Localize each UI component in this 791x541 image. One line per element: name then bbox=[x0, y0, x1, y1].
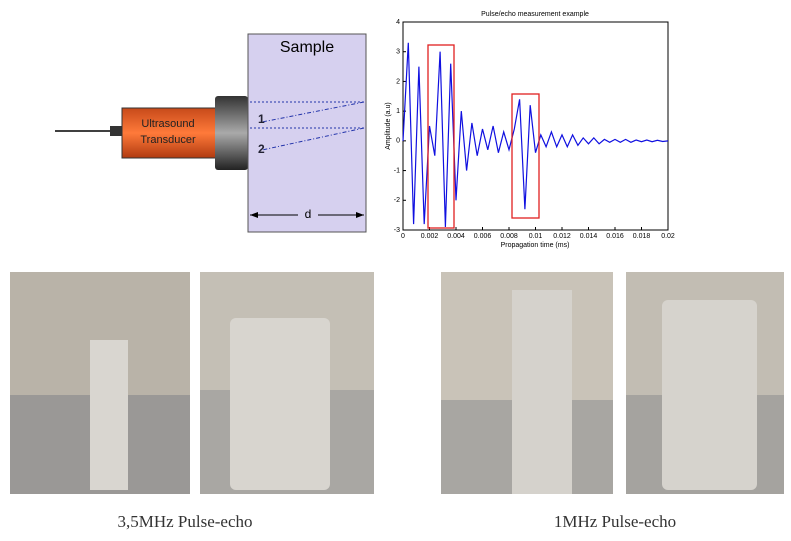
x-tick-label: 0.01 bbox=[529, 233, 543, 240]
diagram: Sample Ultrasound Transducer 1 2 d bbox=[55, 33, 367, 233]
transducer bbox=[121, 107, 218, 159]
photo-specimen bbox=[90, 340, 128, 490]
y-tick-label: 0 bbox=[396, 138, 400, 145]
y-tick-label: -2 bbox=[394, 197, 400, 204]
x-tick-label: 0.012 bbox=[553, 233, 571, 240]
x-tick-label: 0.004 bbox=[447, 233, 465, 240]
echo-path bbox=[261, 101, 365, 123]
echo-label: 2 bbox=[258, 142, 265, 156]
highlight-box bbox=[511, 93, 540, 219]
chart-title: Pulse/echo measurement example bbox=[481, 11, 589, 18]
x-tick-label: 0.018 bbox=[633, 233, 651, 240]
y-tick-label: 3 bbox=[396, 49, 400, 56]
photos bbox=[10, 272, 784, 494]
x-tick-label: 0.014 bbox=[580, 233, 598, 240]
y-tick-label: 1 bbox=[396, 108, 400, 115]
x-tick-label: 0.008 bbox=[500, 233, 518, 240]
sample-label: Sample bbox=[280, 39, 334, 56]
caption: 1MHz Pulse-echo bbox=[554, 512, 676, 531]
x-tick-label: 0.002 bbox=[421, 233, 439, 240]
transducer-label: Transducer bbox=[140, 134, 196, 146]
photo-specimen bbox=[512, 290, 572, 494]
x-axis-label: Propagation time (ms) bbox=[501, 242, 570, 249]
y-tick-label: -1 bbox=[394, 167, 400, 174]
distance-label: d bbox=[305, 207, 312, 221]
transducer-head bbox=[215, 96, 248, 170]
sample bbox=[247, 33, 367, 233]
photo-specimen bbox=[662, 300, 757, 490]
y-axis-label: Amplitude (a.u) bbox=[385, 102, 392, 149]
x-tick-label: 0.016 bbox=[606, 233, 624, 240]
caption: 3,5MHz Pulse-echo bbox=[117, 512, 252, 531]
y-tick-label: 2 bbox=[396, 78, 400, 85]
label-bg bbox=[298, 208, 318, 222]
signal-line bbox=[402, 42, 669, 228]
chart: Pulse/echo measurement example Propagati… bbox=[385, 11, 675, 249]
x-tick-label: 0 bbox=[401, 233, 405, 240]
x-tick-label: 0.006 bbox=[474, 233, 492, 240]
transducer-label: Ultrasound bbox=[141, 118, 194, 130]
x-tick-label: 0.02 bbox=[661, 233, 675, 240]
y-tick-label: 4 bbox=[396, 19, 400, 26]
y-tick-label: -3 bbox=[394, 227, 400, 234]
highlight-box bbox=[427, 44, 455, 229]
connector bbox=[110, 126, 124, 136]
echo-label: 1 bbox=[258, 112, 265, 126]
photo-specimen bbox=[230, 318, 330, 490]
